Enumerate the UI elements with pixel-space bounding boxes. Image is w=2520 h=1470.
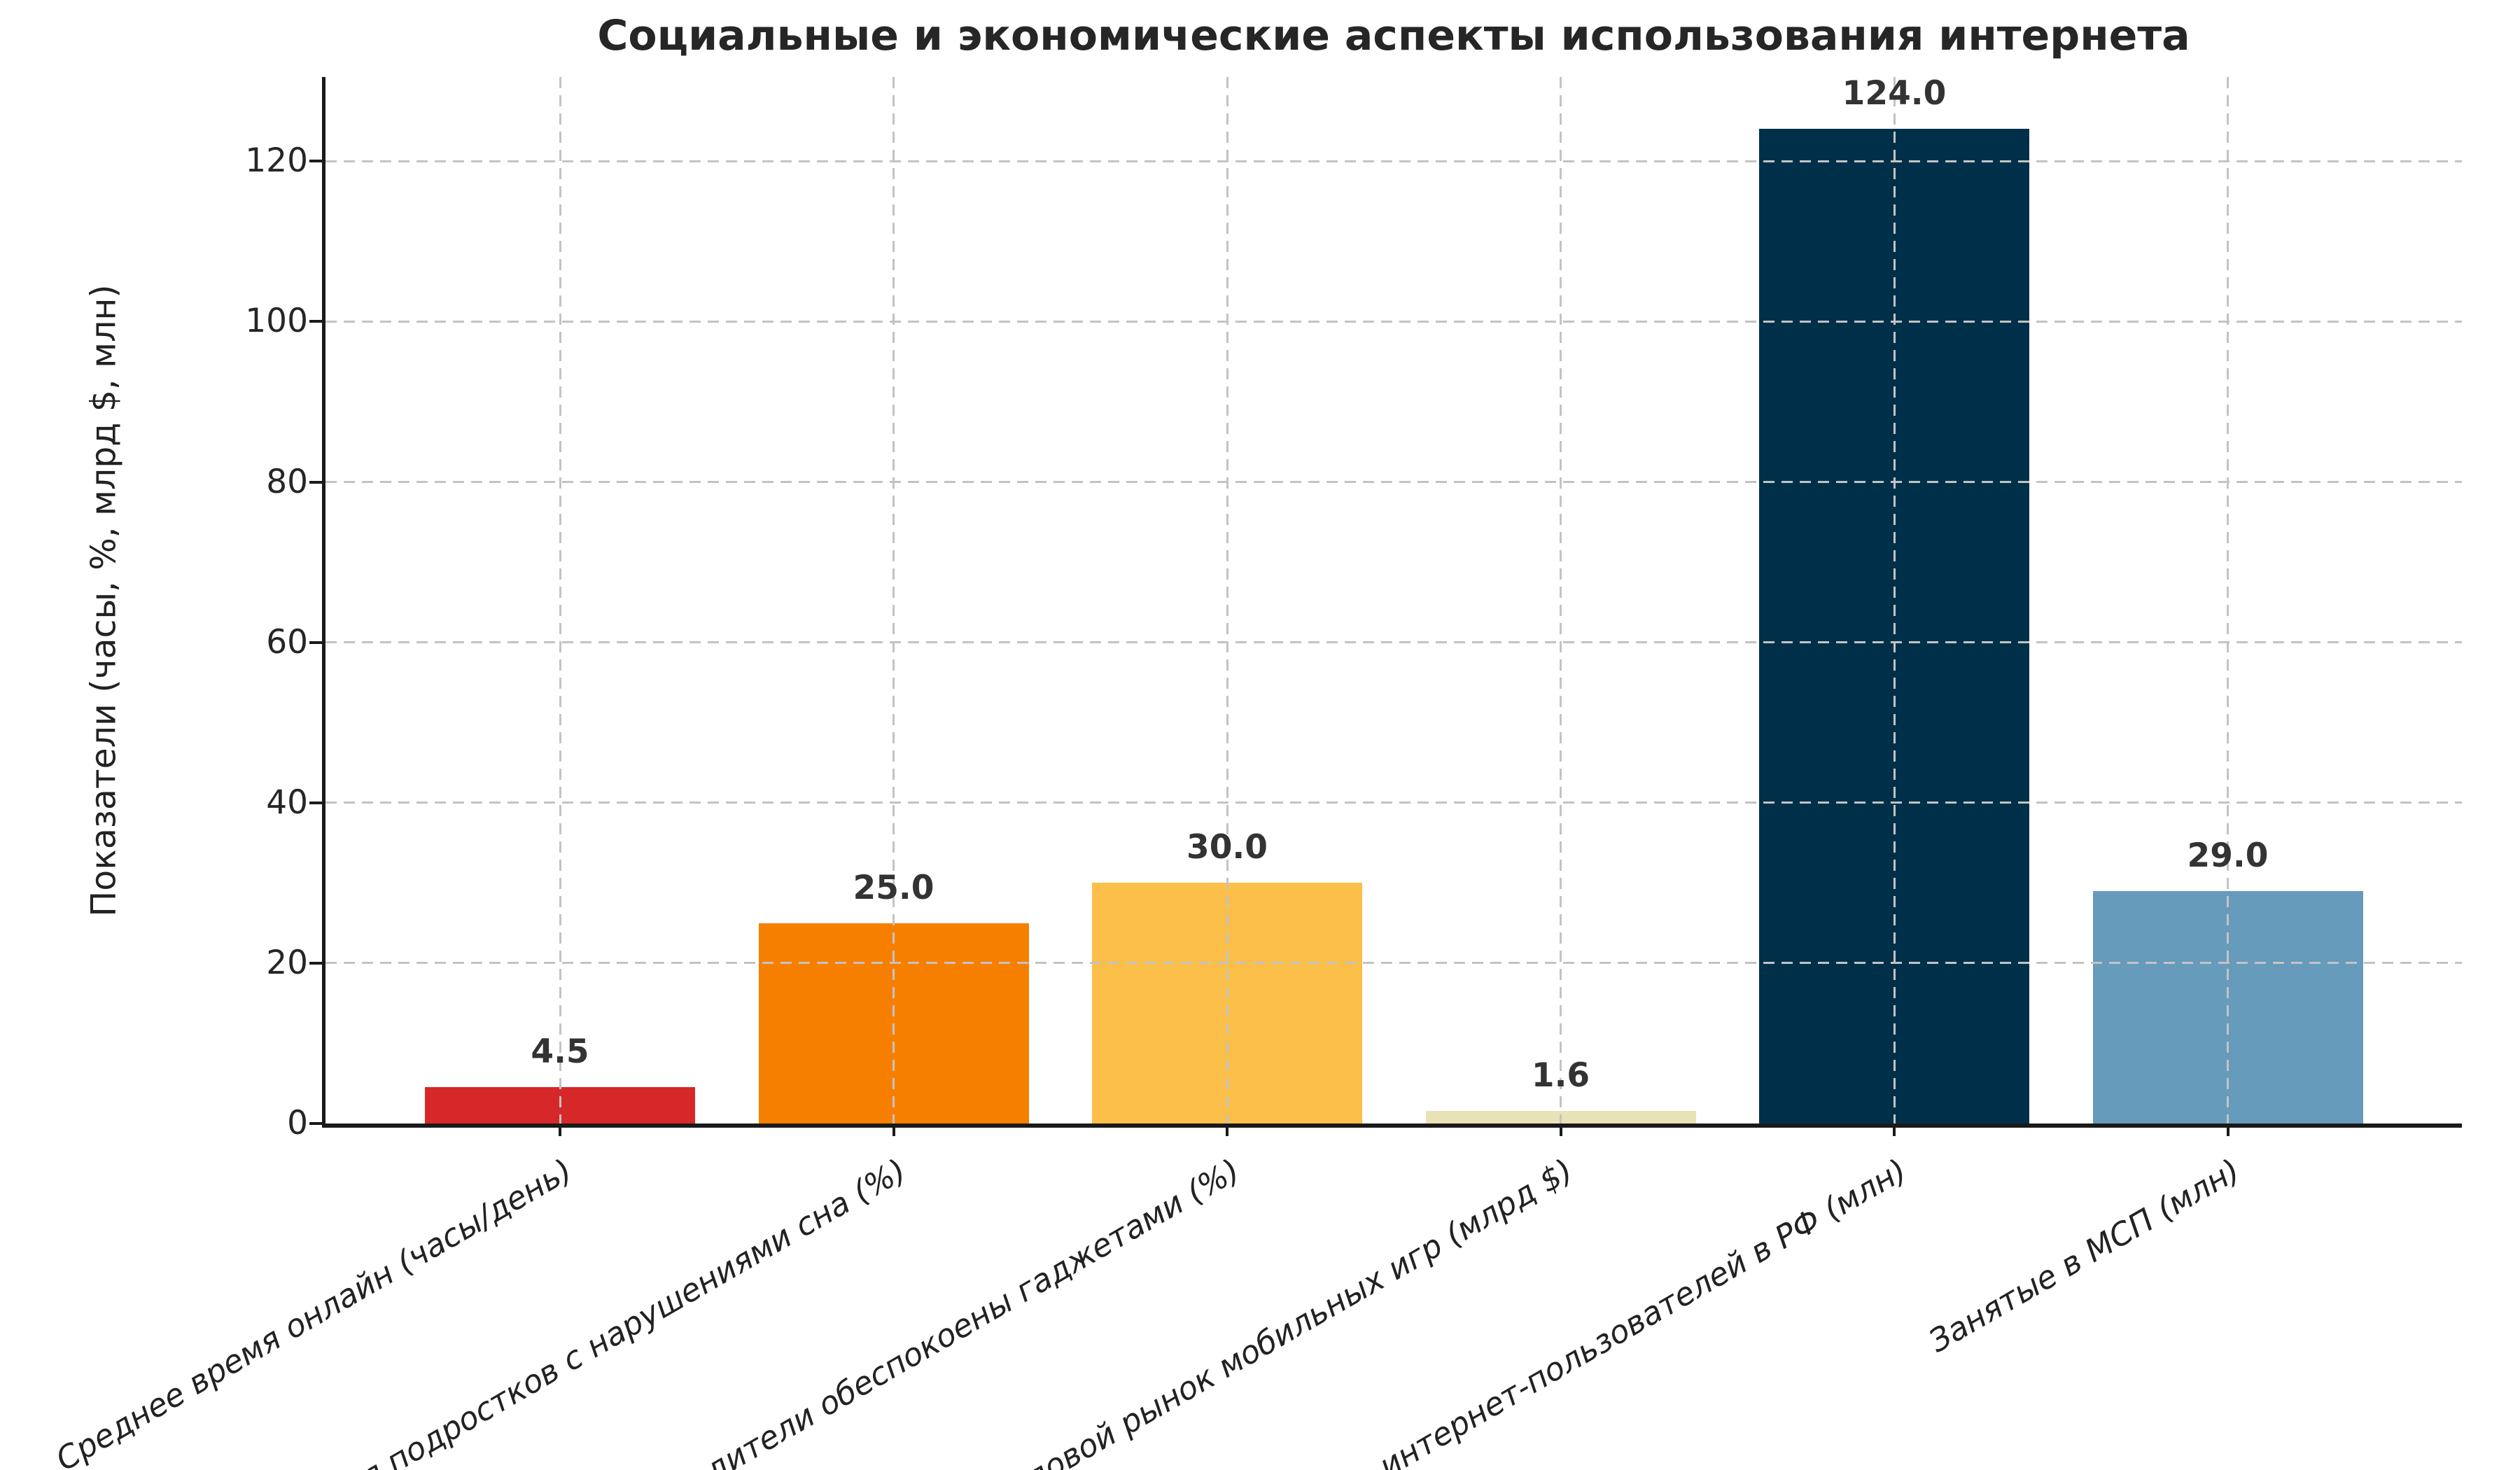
y-tick-label: 120 [245,141,308,181]
y-tick-mark [309,801,322,804]
y-tick-label: 60 [266,622,308,662]
gridline-vertical [2227,77,2229,1124]
y-tick-label: 80 [266,462,308,501]
y-tick-mark [309,480,322,484]
gridline-horizontal [326,320,2462,323]
chart-title: Социальные и экономические аспекты испол… [597,11,2190,60]
bar-value-label: 25.0 [853,868,934,907]
x-tick-mark [1893,1124,1896,1136]
bar-value-label: 29.0 [2187,836,2269,875]
gridline-vertical [1893,77,1896,1124]
bar-value-label: 124.0 [1842,74,1947,113]
bar-value-label: 4.5 [531,1032,589,1072]
x-tick-label: Число интернет-пользователей в РФ (млн) [1278,1152,1913,1470]
y-tick-mark [309,640,322,644]
y-tick-mark [309,961,322,965]
x-tick-label: Занятые в МСП (млн) [1922,1152,2246,1360]
y-tick-mark [309,1122,322,1125]
y-tick-label: 0 [287,1104,308,1142]
y-axis-label: Показатели (часы, %, млрд $, млн) [83,284,124,917]
x-axis-spine [322,1124,2462,1128]
gridline-vertical [892,77,895,1124]
x-tick-mark [892,1124,895,1136]
bar-value-label: 1.6 [1531,1056,1590,1095]
gridline-vertical [559,77,561,1124]
plot-area: 0 20 40 60 80 100 120 4.5 Среднее время онлайн (… [50,74,2462,1470]
gridline-horizontal [326,481,2462,484]
x-tick-mark [2226,1124,2230,1136]
gridline-horizontal [326,641,2462,644]
gridline-vertical [1226,77,1228,1124]
gridline-horizontal [326,160,2462,162]
y-axis-spine [322,77,326,1124]
gridline-vertical [1560,77,1562,1124]
gridline-horizontal [326,802,2462,804]
x-tick-label: Среднее время онлайн (часы/день) [50,1152,579,1470]
x-tick-mark [559,1124,561,1136]
y-tick-mark [309,160,322,163]
bar-value-label: 30.0 [1186,828,1268,867]
y-tick-label: 20 [266,943,308,982]
y-tick-mark [309,320,322,323]
y-tick-label: 100 [245,302,308,341]
gridline-horizontal [326,962,2462,965]
x-tick-mark [1226,1124,1228,1136]
x-tick-mark [1559,1124,1562,1136]
y-tick-label: 40 [266,783,308,822]
